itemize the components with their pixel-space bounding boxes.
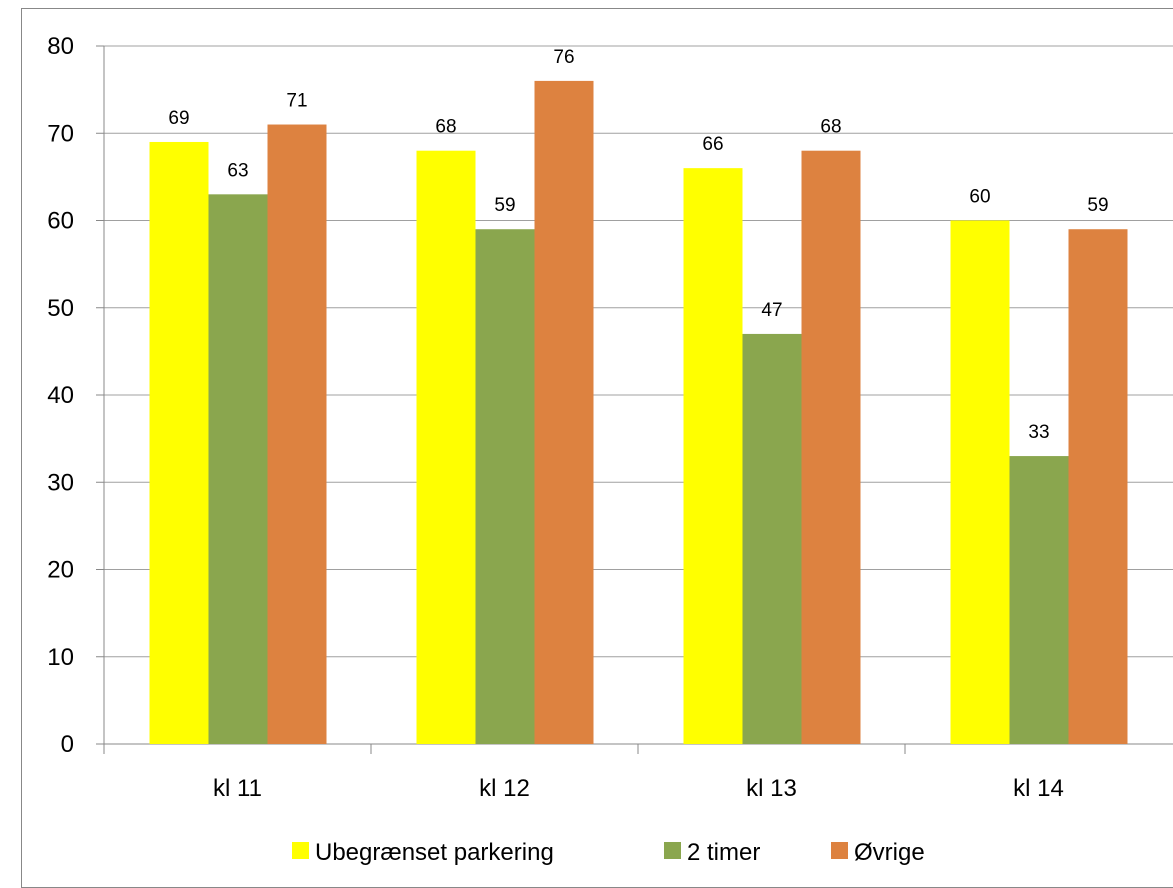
y-tick-label: 50 (47, 295, 74, 322)
data-label: 69 (168, 108, 189, 129)
y-tick-label: 20 (47, 557, 74, 584)
data-label: 76 (553, 47, 574, 68)
y-tick-label: 0 (61, 731, 74, 758)
data-label: 63 (227, 160, 248, 181)
x-tick-label: kl 13 (746, 775, 797, 802)
data-label: 59 (1087, 195, 1108, 216)
bar (683, 168, 743, 744)
legend-label: 2 timer (687, 839, 760, 866)
x-tick-label: kl 14 (1013, 775, 1064, 802)
bar (475, 229, 535, 745)
bar (208, 194, 268, 744)
bar (416, 150, 476, 744)
data-label: 68 (820, 117, 841, 138)
y-tick-label: 80 (47, 33, 74, 60)
legend-swatch (292, 842, 309, 859)
y-tick-label: 10 (47, 644, 74, 671)
y-tick-label: 40 (47, 382, 74, 409)
bar (1068, 229, 1128, 745)
bar (534, 80, 594, 744)
x-tick-label: kl 11 (213, 775, 262, 802)
data-label: 68 (435, 117, 456, 138)
data-label: 47 (761, 300, 782, 321)
bar (742, 333, 802, 744)
data-label: 33 (1028, 422, 1049, 443)
bar (149, 141, 209, 745)
y-tick-label: 70 (47, 120, 74, 147)
legend-label: Øvrige (854, 839, 925, 866)
bar (1009, 456, 1069, 744)
bar (267, 124, 327, 744)
x-tick-label: kl 12 (479, 775, 530, 802)
legend-label: Ubegrænset parkering (315, 839, 554, 866)
legend-swatch (831, 842, 848, 859)
legend-swatch (664, 842, 681, 859)
data-label: 60 (969, 187, 990, 208)
data-label: 59 (494, 195, 515, 216)
y-tick-label: 60 (47, 208, 74, 235)
bar (950, 220, 1010, 744)
data-label: 71 (286, 91, 307, 112)
bar (801, 150, 861, 744)
data-label: 66 (702, 134, 723, 155)
y-tick-label: 30 (47, 469, 74, 496)
